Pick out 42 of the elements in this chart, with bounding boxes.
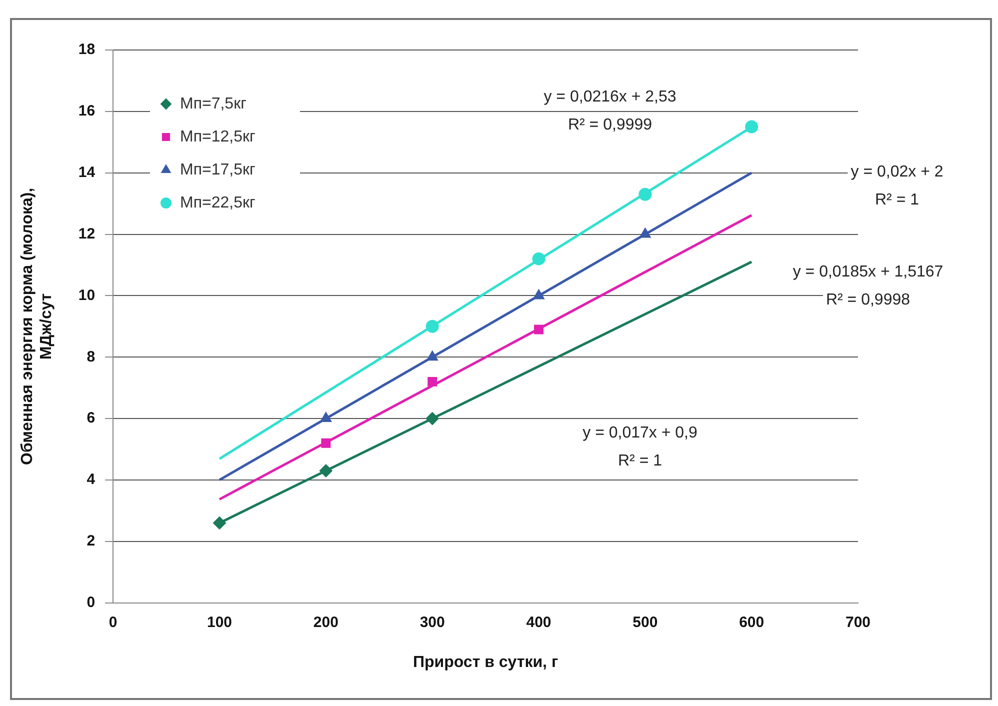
y-tick-label: 12 <box>78 225 96 242</box>
legend-label: Мп=7,5кг <box>180 95 247 112</box>
legend-label: Мп=12,5кг <box>180 128 256 146</box>
point <box>534 324 544 334</box>
point <box>745 120 758 134</box>
y-tick-label: 16 <box>78 102 96 120</box>
x-tick-label: 400 <box>526 614 552 631</box>
x-tick-label: 600 <box>739 614 764 631</box>
point <box>533 289 544 300</box>
annotation: y = 0,0216x + 2,53 R² = 0,9999 <box>544 88 676 134</box>
point <box>532 252 546 266</box>
y-tick-label: 0 <box>86 594 96 611</box>
x-tick-label: 700 <box>845 614 871 631</box>
point <box>321 438 331 448</box>
x-tick-label: 0 <box>108 614 118 631</box>
point <box>639 228 651 238</box>
point <box>638 188 652 201</box>
point <box>426 320 439 333</box>
annotation: y = 0,02x + 2 R² = 1 <box>850 163 944 208</box>
point <box>426 412 439 426</box>
x-tick-label: 200 <box>313 614 338 631</box>
y-axis-title: Обменная энергия корма (молока), МДж/сут <box>19 188 56 465</box>
x-tick-label: 100 <box>206 614 232 631</box>
y-tick-label: 18 <box>78 41 96 58</box>
x-tick-label: 500 <box>632 614 658 631</box>
y-tick-label: 10 <box>78 286 96 304</box>
y-tick-label: 14 <box>78 164 96 181</box>
point <box>213 516 226 530</box>
y-tick-label: 8 <box>86 348 96 366</box>
annotation: y = 0,017x + 0,9 R² = 1 <box>582 424 698 470</box>
point <box>320 412 332 422</box>
y-tick-label: 4 <box>86 471 96 488</box>
y-tick-label: 2 <box>86 532 96 550</box>
legend-label: Мп=17,5кг <box>180 161 256 178</box>
y-tick-label: 6 <box>86 410 96 427</box>
point <box>319 464 332 478</box>
x-tick-label: 300 <box>420 614 445 631</box>
point <box>428 376 438 386</box>
legend-label: Мп=22,5кг <box>180 194 256 212</box>
x-axis-title: Прирост в сутки, г <box>412 654 558 671</box>
annotation: y = 0,0185x + 1,5167 R² = 0,9998 <box>792 263 944 308</box>
point <box>426 350 438 361</box>
